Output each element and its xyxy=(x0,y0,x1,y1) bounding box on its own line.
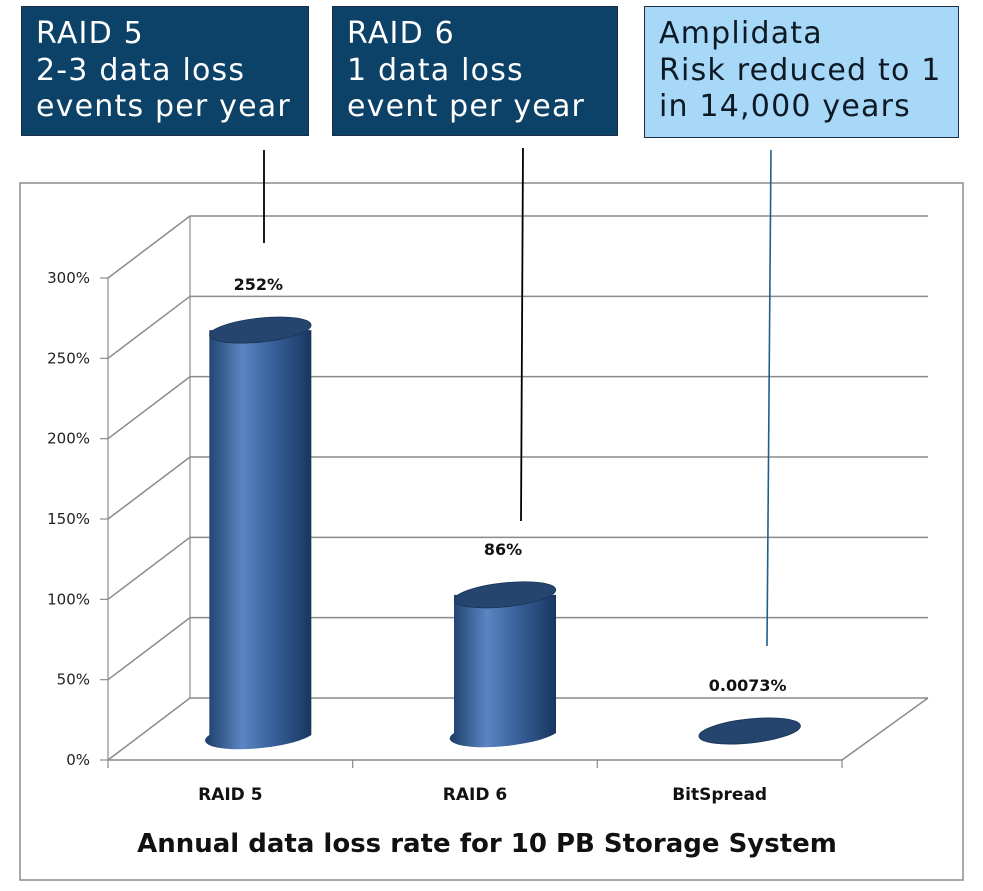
y-tick-label: 0% xyxy=(66,751,90,769)
chart-title: Annual data loss rate for 10 PB Storage … xyxy=(137,829,837,859)
callout-raid6-line-3: event per year xyxy=(347,89,586,124)
category-label: RAID 6 xyxy=(443,785,507,805)
category-label: BitSpread xyxy=(672,785,767,805)
callout-amplidata-line-2: Risk reduced to 1 xyxy=(659,52,942,88)
y-tick-label: 200% xyxy=(47,430,90,448)
callout-raid5: RAID 5 2-3 data loss events per year xyxy=(21,6,309,136)
chart-frame xyxy=(19,182,964,881)
callout-raid5-line-2: 2-3 data loss xyxy=(36,52,246,88)
callout-raid6-line-1: RAID 6 xyxy=(347,16,455,51)
callout-raid6: RAID 6 1 data loss event per year xyxy=(332,6,618,136)
leader-line-amplidata xyxy=(766,149,772,647)
callout-raid5-line-3: events per year xyxy=(36,89,291,124)
callout-amplidata-line-3: in 14,000 years xyxy=(659,89,911,124)
callout-amplidata: Amplidata Risk reduced to 1 in 14,000 ye… xyxy=(644,6,959,138)
y-tick-label: 50% xyxy=(57,671,90,689)
y-tick-label: 300% xyxy=(47,269,90,287)
y-tick-label: 150% xyxy=(47,510,90,528)
y-tick-label: 250% xyxy=(47,349,90,367)
y-tick-label: 100% xyxy=(47,590,90,608)
data-label: 252% xyxy=(234,275,283,294)
bar-body xyxy=(205,330,312,750)
bar-body xyxy=(449,594,556,748)
leader-line-raid6 xyxy=(520,147,524,522)
callout-raid5-line-1: RAID 5 xyxy=(36,16,144,51)
bar-top xyxy=(453,581,557,609)
callout-raid6-line-2: 1 data loss xyxy=(347,52,524,88)
callout-amplidata-line-1: Amplidata xyxy=(659,16,823,51)
data-label: 0.0073% xyxy=(709,676,787,695)
category-label: RAID 5 xyxy=(198,785,262,805)
bar-disc xyxy=(698,717,801,745)
data-label: 86% xyxy=(484,540,522,559)
bar-top xyxy=(209,316,312,344)
